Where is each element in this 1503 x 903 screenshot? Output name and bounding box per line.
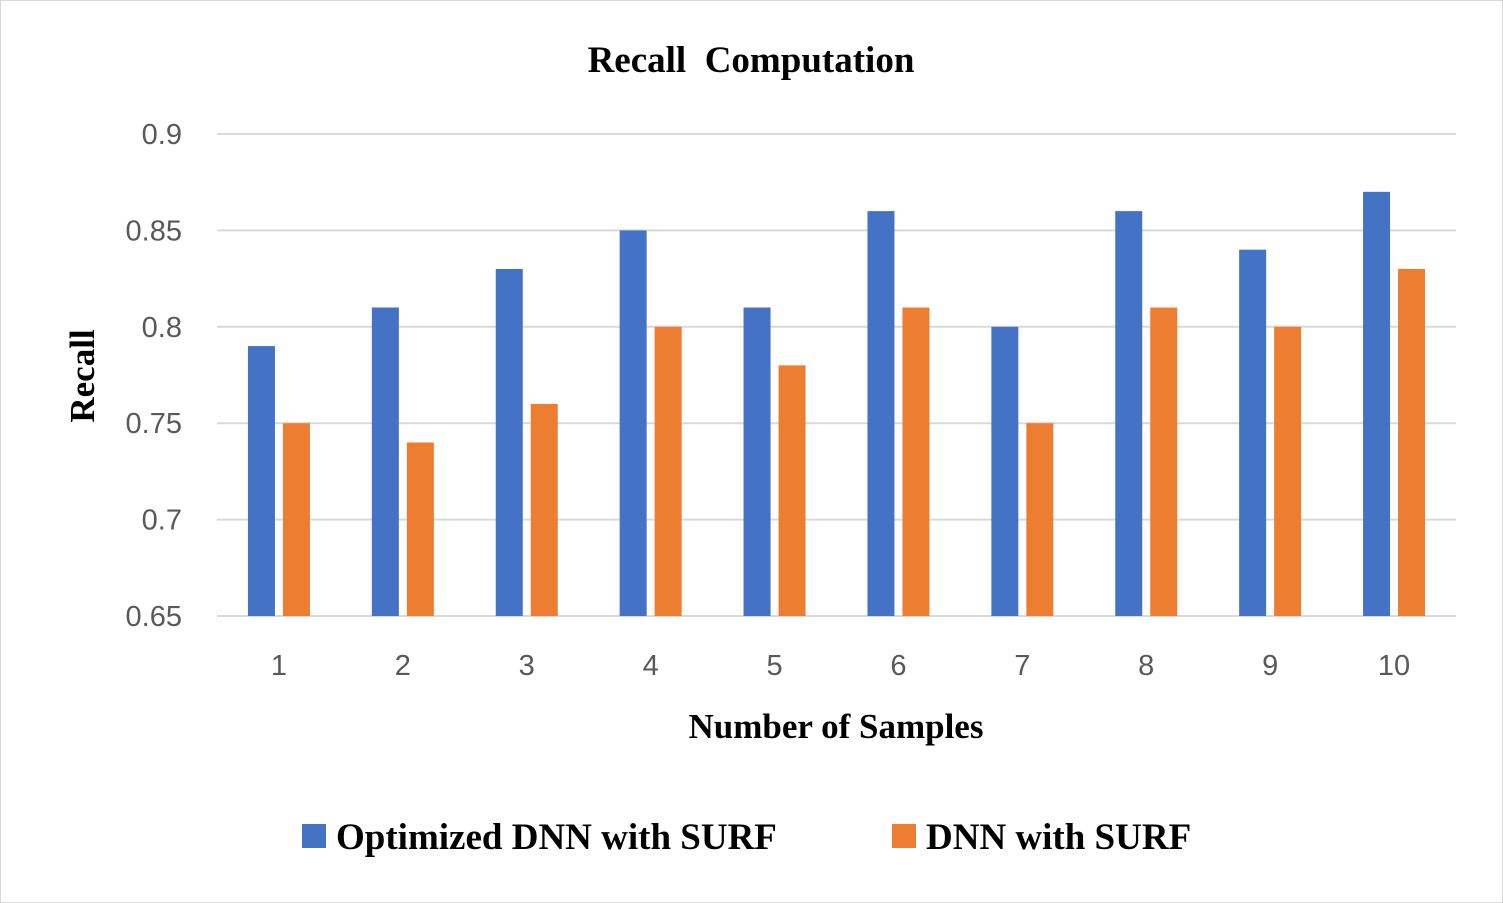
x-tick-label: 9 bbox=[1262, 650, 1278, 682]
bar-series-2-sample-9 bbox=[1274, 326, 1302, 616]
bar-series-2-sample-4 bbox=[654, 326, 682, 616]
y-tick-label: 0.75 bbox=[126, 408, 182, 440]
bar-series-2-sample-8 bbox=[1150, 307, 1178, 616]
bar-series-2-sample-10 bbox=[1398, 268, 1426, 616]
legend-item-1: Optimized DNN with SURF bbox=[302, 817, 777, 858]
x-tick-label: 1 bbox=[271, 650, 287, 682]
bar-series-1-sample-6 bbox=[867, 211, 895, 616]
bar-series-2-sample-3 bbox=[530, 403, 558, 616]
x-tick-label: 4 bbox=[643, 650, 659, 682]
legend-swatch bbox=[302, 824, 326, 848]
y-tick-label: 0.7 bbox=[142, 505, 182, 537]
bar-series-1-sample-10 bbox=[1363, 191, 1391, 616]
bar-series-2-sample-6 bbox=[902, 307, 930, 616]
bar-series-2-sample-5 bbox=[778, 365, 806, 616]
bar-series-1-sample-4 bbox=[619, 230, 647, 616]
x-tick-label: 5 bbox=[766, 650, 782, 682]
bar-series-1-sample-7 bbox=[991, 326, 1019, 616]
bar-series-1-sample-8 bbox=[1115, 211, 1143, 616]
y-axis-ticks: 0.9 0.85 0.8 0.75 0.7 0.65 bbox=[126, 119, 182, 633]
bars bbox=[247, 191, 1426, 616]
bar-series-1-sample-5 bbox=[743, 307, 771, 616]
gridlines bbox=[217, 133, 1456, 617]
y-tick-label: 0.65 bbox=[126, 601, 182, 633]
bar-series-2-sample-7 bbox=[1026, 423, 1054, 616]
x-tick-label: 3 bbox=[519, 650, 535, 682]
bar-series-2-sample-1 bbox=[282, 423, 310, 616]
y-tick-label: 0.8 bbox=[142, 312, 182, 344]
bar-series-1-sample-2 bbox=[371, 307, 399, 616]
x-axis-ticks: 1 2 3 4 5 6 7 8 9 10 bbox=[271, 650, 1410, 682]
legend-item-2: DNN with SURF bbox=[892, 817, 1191, 858]
bar-series-1-sample-9 bbox=[1239, 249, 1267, 616]
y-axis-title: Recall bbox=[63, 329, 102, 423]
x-tick-label: 10 bbox=[1378, 650, 1410, 682]
x-axis-title: Number of Samples bbox=[689, 707, 984, 746]
x-tick-label: 2 bbox=[395, 650, 411, 682]
bar-series-2-sample-2 bbox=[406, 442, 434, 616]
legend-label: Optimized DNN with SURF bbox=[336, 817, 777, 858]
bar-series-1-sample-3 bbox=[495, 268, 523, 616]
legend: Optimized DNN with SURF DNN with SURF bbox=[302, 817, 1191, 858]
x-tick-label: 6 bbox=[890, 650, 906, 682]
x-tick-label: 8 bbox=[1138, 650, 1154, 682]
x-tick-label: 7 bbox=[1014, 650, 1030, 682]
chart-title: Recall Computation bbox=[588, 40, 915, 81]
legend-swatch bbox=[892, 824, 916, 848]
legend-label: DNN with SURF bbox=[926, 817, 1191, 858]
y-tick-label: 0.9 bbox=[142, 119, 182, 151]
y-tick-label: 0.85 bbox=[126, 215, 182, 247]
bar-series-1-sample-1 bbox=[247, 346, 275, 616]
